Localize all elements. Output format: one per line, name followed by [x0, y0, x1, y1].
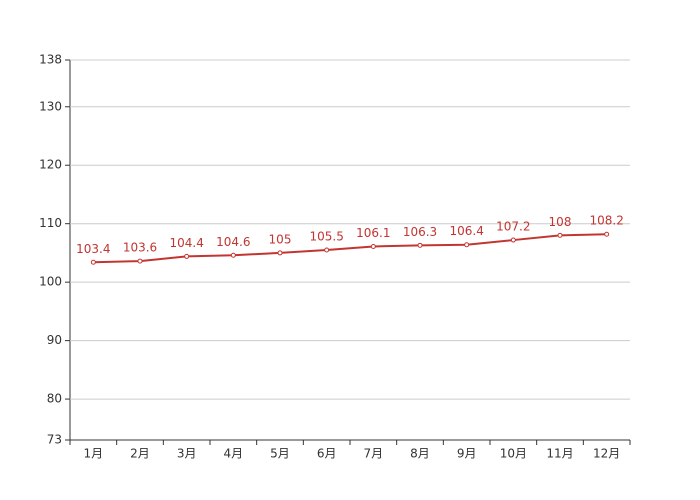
x-tick-label: 8月: [410, 447, 430, 461]
data-label: 106.1: [356, 226, 390, 240]
y-tick-label: 73: [47, 433, 62, 447]
data-point: [230, 252, 236, 258]
data-point: [417, 242, 423, 248]
data-label: 106.3: [403, 225, 437, 239]
data-label: 103.6: [123, 241, 157, 255]
y-tick-label: 130: [39, 99, 62, 113]
x-tick-label: 3月: [177, 447, 197, 461]
x-tick-label: 12月: [593, 447, 620, 461]
data-point: [464, 242, 470, 248]
y-tick-label: 80: [47, 392, 62, 406]
y-tick-label: 120: [39, 158, 62, 172]
x-tick-label: 10月: [500, 447, 527, 461]
data-point: [324, 247, 330, 253]
data-label: 104.4: [169, 236, 203, 250]
x-tick-label: 5月: [270, 447, 290, 461]
x-tick-label: 9月: [457, 447, 477, 461]
data-label: 108.2: [589, 214, 623, 228]
data-point: [510, 237, 516, 243]
data-label: 104.6: [216, 235, 250, 249]
y-tick-label: 90: [47, 333, 62, 347]
data-point: [370, 243, 376, 249]
y-tick-label: 138: [39, 53, 62, 67]
data-point: [604, 231, 610, 237]
data-label: 103.4: [76, 242, 110, 256]
x-tick-label: 1月: [84, 447, 104, 461]
x-tick-label: 4月: [224, 447, 244, 461]
y-tick-label: 100: [39, 275, 62, 289]
data-point: [90, 259, 96, 265]
x-tick-label: 2月: [130, 447, 150, 461]
data-label: 108: [549, 215, 572, 229]
data-point: [557, 232, 563, 238]
x-tick-label: 11月: [546, 447, 573, 461]
data-label: 107.2: [496, 220, 530, 234]
data-label: 105: [269, 232, 292, 246]
y-tick-label: 110: [39, 216, 62, 230]
data-line: [93, 233, 607, 264]
data-point: [184, 253, 190, 259]
data-label: 105.5: [309, 230, 343, 244]
x-tick-label: 6月: [317, 447, 337, 461]
data-label: 106.4: [449, 224, 483, 238]
x-tick-label: 7月: [364, 447, 384, 461]
data-point: [277, 250, 283, 256]
data-point: [137, 258, 143, 264]
